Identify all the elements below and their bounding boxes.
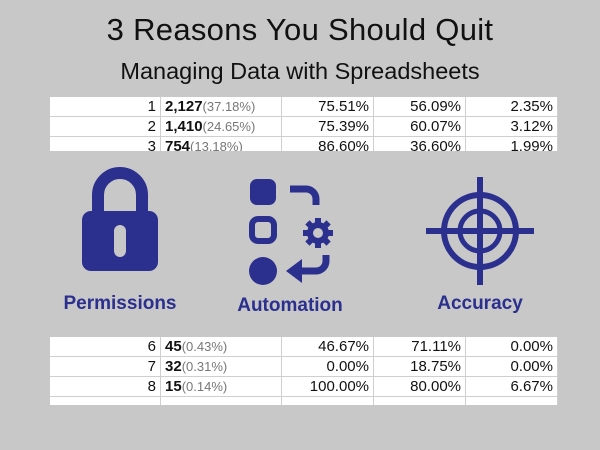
count-value: 45 [165,338,182,355]
count-cell: 15(0.14%) [160,376,282,397]
value-cell: 2.35% [465,97,558,117]
page-subtitle: Managing Data with Spreadsheets [120,58,480,84]
count-cell: 45(0.43%) [160,337,282,357]
value-cell: 3.12% [465,116,558,137]
value-cell: 1.99% [465,136,558,152]
count-percent: (24.65%) [202,119,256,134]
value-cell: 71.11% [373,337,466,357]
crosshair-target-icon [410,175,550,287]
count-value: 2,127 [165,98,203,115]
count-percent: (37.18%) [202,99,256,114]
value-cell: 6.67% [465,376,558,397]
value-cell: 56.09% [373,97,466,117]
feature-label: Permissions [63,293,177,314]
count-cell: 754(13.18%) [160,136,282,152]
count-cell: 1,410(24.65%) [160,116,282,137]
count-value: 32 [165,358,182,375]
spreadsheet-top: 1 2,127(37.18%) 75.51% 56.09% 2.35% 2 1,… [50,97,558,152]
value-cell: 60.07% [373,116,466,137]
value-cell: 46.67% [281,337,374,357]
value-cell: 75.51% [281,97,374,117]
spreadsheet-bottom: 6 45(0.43%) 46.67% 71.11% 0.00% 7 32(0.3… [50,337,558,405]
page-title: 3 Reasons You Should Quit [106,12,494,47]
count-value: 754 [165,138,191,152]
count-value: 1,410 [165,118,203,135]
feature-label: Automation [237,295,343,316]
feature-permissions: Permissions [50,151,190,314]
value-cell: 0.00% [465,337,558,357]
value-cell: 75.39% [281,116,374,137]
table-row: 8 15(0.14%) 100.00% 80.00% 6.67% [50,376,558,397]
padlock-icon [50,163,190,273]
row-index: 8 [50,376,161,397]
count-percent: (0.31%) [181,359,228,374]
feature-accuracy: Accuracy [410,151,550,314]
table-row: 1 2,127(37.18%) 75.51% 56.09% 2.35% [50,97,558,117]
table-row: 3 754(13.18%) 86.60% 36.60% 1.99% [50,136,558,152]
row-index: 1 [50,97,161,117]
value-cell: 80.00% [373,376,466,397]
feature-band: Permissions [50,151,558,337]
value-cell: 18.75% [373,356,466,377]
row-index: 2 [50,116,161,137]
feature-label: Accuracy [437,293,523,314]
feature-automation: Automation [220,151,360,316]
count-cell: 32(0.31%) [160,356,282,377]
count-cell: 2,127(37.18%) [160,97,282,117]
table-row: 7 32(0.31%) 0.00% 18.75% 0.00% [50,356,558,377]
count-percent: (0.14%) [181,379,228,394]
value-cell: 0.00% [465,356,558,377]
value-cell: 86.60% [281,136,374,152]
row-index: 7 [50,356,161,377]
automation-icon [220,175,360,295]
value-cell: 0.00% [281,356,374,377]
row-index: 6 [50,337,161,357]
table-row [50,396,558,405]
value-cell: 100.00% [281,376,374,397]
count-value: 15 [165,378,182,395]
count-percent: (0.43%) [181,339,228,354]
count-percent: (13.18%) [190,139,243,152]
table-row: 6 45(0.43%) 46.67% 71.11% 0.00% [50,337,558,357]
value-cell: 36.60% [373,136,466,152]
table-row: 2 1,410(24.65%) 75.39% 60.07% 3.12% [50,116,558,137]
row-index: 3 [50,136,161,152]
